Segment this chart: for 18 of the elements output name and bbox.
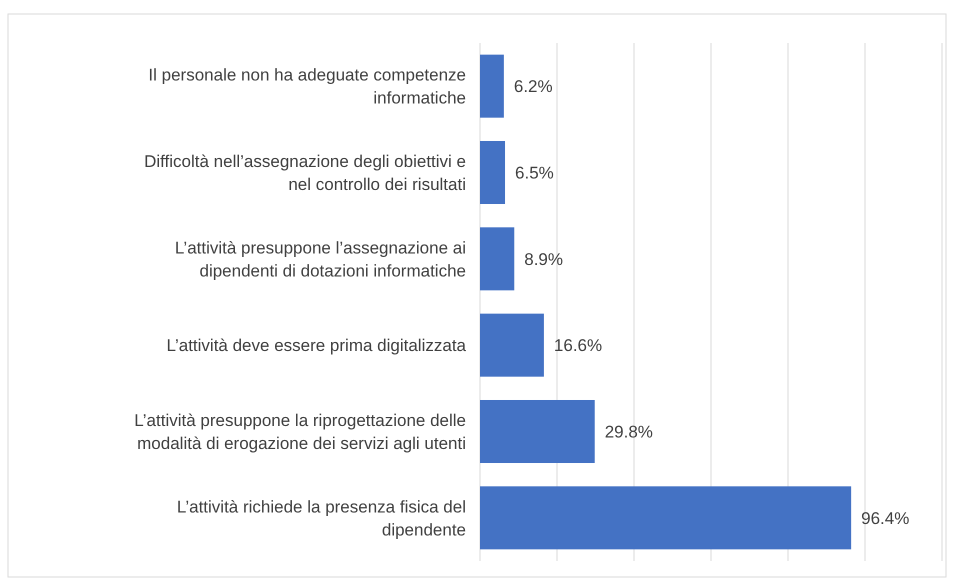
data-label: 6.5% — [515, 164, 554, 182]
data-label: 6.2% — [514, 77, 553, 96]
bar — [480, 140, 506, 204]
y-tick-label: L’attività presuppone l’assegnazione ai dipendenti di dotazioni informatiche — [174, 238, 466, 280]
bar — [480, 486, 852, 550]
bar — [480, 400, 595, 464]
y-tick-label: L’attività deve essere prima digitalizzata — [166, 336, 467, 356]
y-tick-label: L’attività presuppone la riprogettazione delle modalità di erogazione dei servizi agli utenti — [134, 411, 466, 453]
data-label: 29.8% — [604, 422, 653, 442]
bar — [480, 314, 544, 377]
bar — [480, 54, 504, 118]
data-label: 16.6% — [554, 336, 602, 356]
data-label: 8.9% — [524, 250, 564, 269]
y-tick-label: L’attività richiede la presenza fisica del dipendente — [176, 497, 466, 540]
data-label: 96.4% — [861, 508, 910, 528]
bar — [480, 227, 514, 290]
y-tick-label: Il personale non ha adeguate competenze informatiche — [148, 66, 466, 108]
y-tick-label: Difficoltà nell’assegnazione degli obiettivi e nel controllo dei risultati — [144, 152, 466, 194]
